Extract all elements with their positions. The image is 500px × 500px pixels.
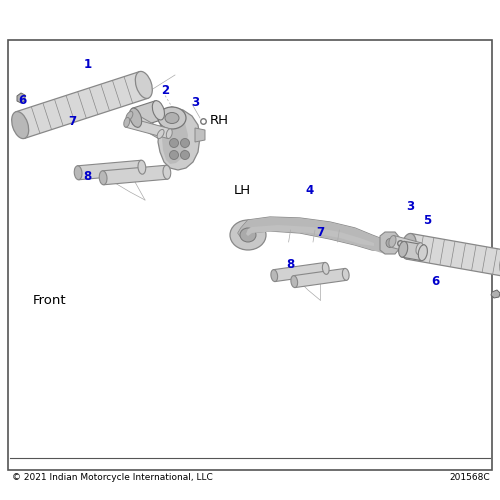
Ellipse shape [130,108,141,128]
Text: 201568C: 201568C [450,474,490,482]
Polygon shape [127,112,163,138]
Ellipse shape [157,130,164,138]
Text: 4: 4 [306,184,314,198]
Ellipse shape [322,262,329,274]
Polygon shape [238,217,390,254]
Ellipse shape [342,268,349,280]
Text: 7: 7 [68,115,76,128]
Ellipse shape [386,238,394,248]
Text: 1: 1 [84,58,92,71]
Ellipse shape [12,112,28,138]
Ellipse shape [402,234,416,259]
Text: Front: Front [32,294,66,308]
Ellipse shape [389,236,396,247]
Text: 8: 8 [286,258,294,270]
Polygon shape [102,165,168,185]
Ellipse shape [180,150,190,160]
Ellipse shape [271,270,278,281]
Ellipse shape [398,242,407,257]
Ellipse shape [240,228,256,242]
Text: 2: 2 [161,84,169,96]
Polygon shape [132,101,162,127]
Text: 7: 7 [316,226,324,239]
Polygon shape [294,268,346,287]
Ellipse shape [418,245,428,260]
Text: 5: 5 [424,214,432,228]
Ellipse shape [291,276,298,287]
Polygon shape [391,236,421,255]
Ellipse shape [163,165,171,179]
Text: 3: 3 [406,200,414,213]
Ellipse shape [416,243,423,254]
Ellipse shape [136,72,152,99]
Polygon shape [17,93,25,103]
Polygon shape [78,160,142,180]
Ellipse shape [180,138,190,147]
Text: LH: LH [234,184,251,198]
Ellipse shape [170,150,178,160]
Ellipse shape [166,129,172,138]
Ellipse shape [138,160,146,174]
Polygon shape [380,232,400,254]
Polygon shape [126,118,170,139]
Ellipse shape [170,138,178,147]
Ellipse shape [230,220,266,250]
Ellipse shape [74,166,82,180]
Polygon shape [162,112,188,164]
Bar [8,40,492,470]
Polygon shape [491,290,500,298]
Polygon shape [246,225,374,246]
Ellipse shape [165,112,179,124]
Text: 8: 8 [84,170,92,183]
Text: 6: 6 [18,94,26,106]
Ellipse shape [99,171,107,185]
Polygon shape [16,72,148,138]
Ellipse shape [152,100,164,120]
Ellipse shape [124,118,130,127]
Polygon shape [402,242,424,260]
Polygon shape [195,128,205,142]
Ellipse shape [126,112,133,120]
Polygon shape [274,262,326,281]
Text: 6: 6 [431,275,439,288]
Text: RH: RH [210,114,229,126]
Text: 3: 3 [191,96,199,109]
Text: © 2021 Indian Motorcycle International, LLC: © 2021 Indian Motorcycle International, … [12,474,213,482]
Polygon shape [158,107,200,170]
Polygon shape [238,217,390,251]
Polygon shape [406,234,500,276]
Ellipse shape [158,107,186,129]
